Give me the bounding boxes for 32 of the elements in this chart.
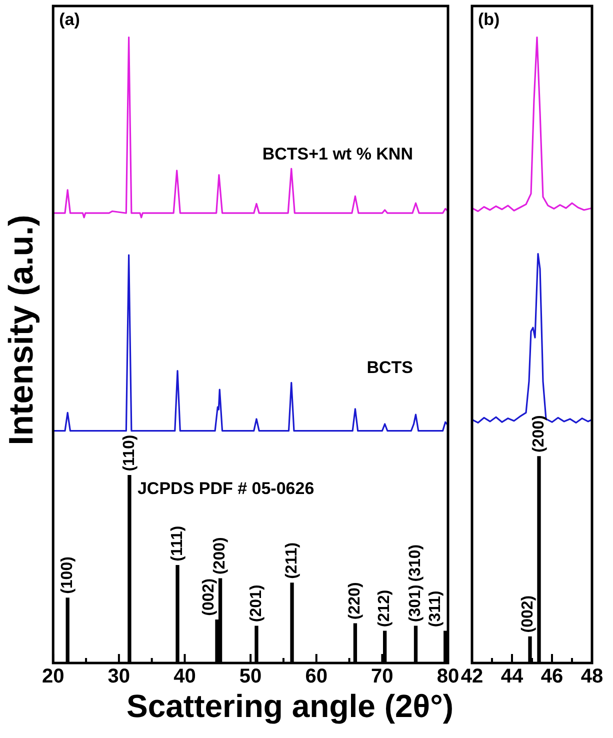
annotation: (220): [346, 582, 364, 620]
annotation: (200): [530, 415, 548, 453]
annotation: (002): [519, 595, 536, 633]
annotation: (111): [168, 526, 186, 562]
chart-title: (a): [59, 10, 80, 30]
annotation: (212): [376, 590, 394, 628]
x-tick-label: 80: [436, 666, 460, 688]
annotation: (311): [426, 590, 444, 628]
series-label: BCTS: [366, 358, 413, 377]
x-tick-label: 50: [239, 666, 262, 688]
x-tick-label: 46: [540, 666, 564, 688]
x-tick-label: 70: [371, 666, 394, 688]
y-axis-title: Intensity (a.u.): [2, 214, 42, 446]
annotation: (310): [407, 544, 424, 582]
annotation: (100): [59, 556, 76, 594]
x-tick-label: 44: [500, 666, 524, 688]
x-tick-label: 42: [460, 666, 484, 688]
x-tick-label: 30: [108, 666, 130, 688]
annotation: (211): [283, 542, 300, 579]
x-tick-label: 48: [580, 666, 604, 688]
series-label: JCPDS PDF # 05-0626: [137, 478, 314, 498]
x-tick-label: 60: [305, 666, 328, 688]
chart-title: (b): [478, 10, 500, 30]
annotation: (110): [120, 434, 138, 472]
annotation: (201): [248, 584, 265, 622]
annotation: (200): [212, 537, 229, 575]
x-tick-label: 20: [42, 666, 64, 688]
annotation: (002): [200, 578, 218, 616]
series-label: BCTS+1 wt % KNN: [262, 144, 413, 164]
x-tick-label: 40: [174, 666, 196, 688]
annotation: (301): [407, 584, 424, 622]
x-axis-title: Scattering angle (2θ°): [125, 688, 455, 725]
